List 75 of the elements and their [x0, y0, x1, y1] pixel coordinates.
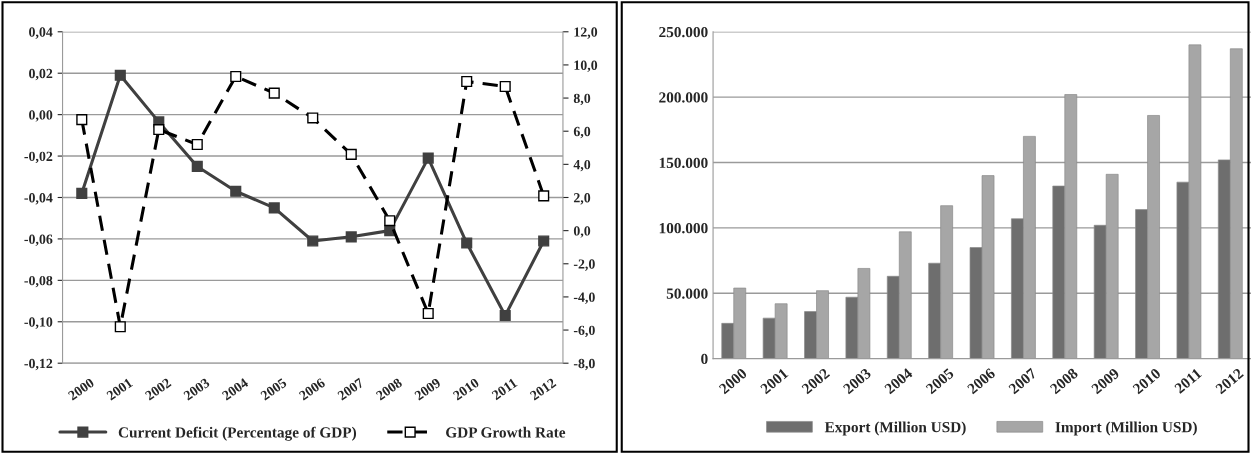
y-tick-label: 250.000 — [659, 26, 708, 38]
point — [76, 114, 88, 126]
y-tick-label: 100.000 — [659, 223, 708, 234]
x-tick-label: 2004 — [221, 377, 249, 401]
legend-label: Import (Million USD) — [1055, 421, 1197, 436]
point — [230, 70, 242, 83]
y-tick-label: -0,06 — [24, 234, 53, 246]
x-tick-label: 2011 — [1173, 367, 1203, 394]
legend-label: Export (Million USD) — [824, 421, 966, 436]
point — [307, 235, 319, 247]
point — [268, 202, 280, 214]
point — [76, 187, 88, 199]
x-tick-label: 2000 — [718, 367, 748, 395]
point — [499, 310, 511, 322]
point — [191, 160, 203, 172]
y-tick-label: -0,10 — [24, 317, 53, 329]
x-tick-label: 2011 — [491, 377, 518, 401]
y2-tick-label: -8,0 — [573, 358, 595, 371]
y-tick-label: 0 — [701, 353, 708, 365]
y-tick-label: -0,12 — [24, 358, 53, 371]
x-tick-label: 2006 — [298, 377, 326, 401]
point — [384, 215, 396, 227]
x-tick-label: 2008 — [375, 377, 403, 401]
y-tick-label: -0,04 — [24, 193, 53, 205]
x-tick-label: 2012 — [529, 377, 557, 401]
legend-label: Current Deficit (Percentage of GDP) — [118, 426, 357, 441]
x-tick-label: 2001 — [106, 377, 134, 401]
y2-tick-label: 2,0 — [573, 193, 591, 205]
point — [153, 123, 165, 136]
point — [422, 307, 434, 320]
y2-tick-label: 6,0 — [573, 126, 591, 139]
point — [114, 69, 126, 81]
point — [461, 237, 473, 249]
point — [191, 138, 203, 151]
point — [538, 235, 550, 247]
y2-tick-label: -4,0 — [573, 292, 595, 304]
x-tick-label: 2003 — [182, 377, 211, 401]
x-tick-label: 2010 — [1132, 367, 1162, 395]
y2-tick-label: -6,0 — [573, 325, 595, 338]
y-tick-label: 0,02 — [29, 68, 53, 81]
y-tick-label: 0,00 — [29, 110, 53, 122]
point — [307, 112, 319, 124]
x-tick-label: 2005 — [259, 377, 288, 401]
y-tick-label: 50.000 — [666, 288, 708, 299]
x-tick-label: 2007 — [336, 377, 365, 401]
x-tick-label: 2012 — [1214, 367, 1244, 395]
y2-tick-label: 8,0 — [573, 93, 591, 106]
point — [114, 321, 126, 333]
y2-tick-label: 4,0 — [573, 159, 591, 172]
x-tick-label: 2009 — [1090, 367, 1120, 395]
y2-tick-label: -2,0 — [573, 259, 595, 271]
x-tick-label: 2010 — [452, 377, 480, 401]
y-tick-label: -0,08 — [24, 275, 53, 288]
x-tick-label: 2002 — [801, 367, 831, 395]
point — [499, 80, 511, 93]
y-tick-label: 150.000 — [659, 157, 708, 169]
x-tick-label: 2002 — [144, 377, 172, 401]
y-tick-label: 200.000 — [659, 92, 708, 103]
point — [345, 148, 357, 160]
y2-tick-label: 10,0 — [574, 60, 598, 72]
y2-tick-label: 12,0 — [574, 27, 598, 39]
x-tick-label: 2003 — [842, 367, 872, 395]
point — [538, 190, 550, 202]
legend-label: GDP Growth Rate — [446, 426, 566, 438]
y-tick-label: -0,02 — [24, 151, 53, 164]
y2-tick-label: 0,0 — [573, 226, 591, 238]
point — [422, 152, 434, 164]
y-tick-label: 0,04 — [29, 27, 53, 39]
point — [268, 87, 280, 99]
x-tick-label: 2001 — [759, 367, 789, 395]
point — [461, 75, 473, 88]
x-tick-label: 2009 — [413, 377, 442, 401]
point — [345, 231, 357, 243]
x-tick-label: 2000 — [67, 377, 95, 401]
point — [230, 185, 242, 197]
